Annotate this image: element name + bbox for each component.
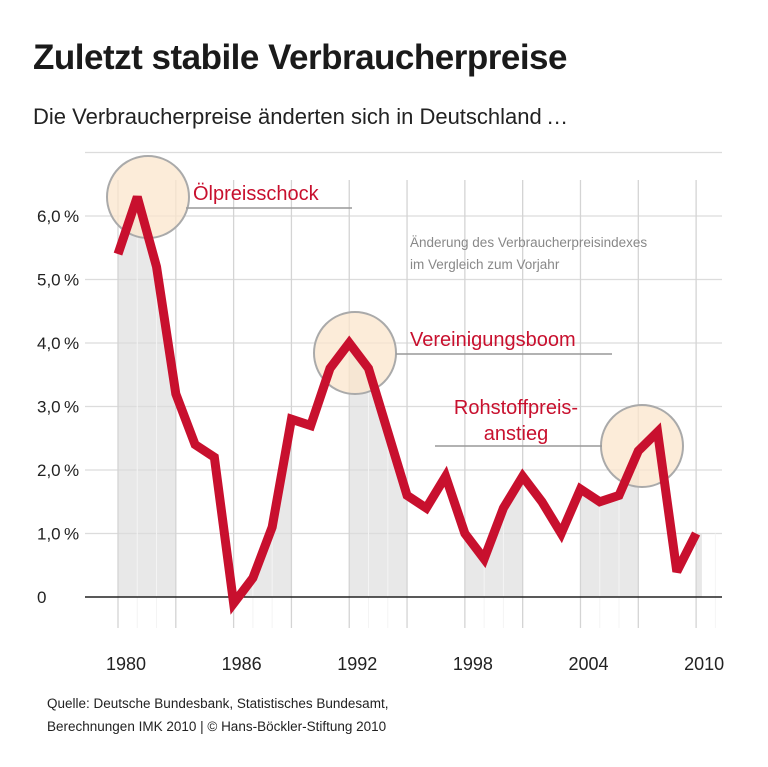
x-tick-label: 2010 xyxy=(684,654,724,674)
annotation-label: anstieg xyxy=(484,423,549,445)
chart-note: im Vergleich zum Vorjahr xyxy=(410,257,560,272)
shaded-period xyxy=(696,533,702,597)
source-line-2: Berechnungen IMK 2010 | © Hans-Böckler-S… xyxy=(47,719,387,734)
y-tick-label: 3,0 % xyxy=(37,398,79,417)
x-tick-label: 1986 xyxy=(222,654,262,674)
annotation-label: Rohstoffpreis- xyxy=(454,397,578,419)
y-tick-label: 4,0 % xyxy=(37,334,79,353)
source-line-1: Quelle: Deutsche Bundesbank, Statistisch… xyxy=(47,696,389,711)
y-tick-label: 2,0 % xyxy=(37,461,79,480)
annotation-label: Vereinigungsboom xyxy=(410,329,576,351)
annotation-label: Ölpreisschock xyxy=(193,183,320,205)
x-tick-label: 1998 xyxy=(453,654,493,674)
y-tick-label: 6,0 % xyxy=(37,207,79,226)
chart-subtitle: Die Verbraucherpreise änderten sich in D… xyxy=(33,104,569,129)
y-tick-label: 0 xyxy=(37,588,46,607)
y-tick-label: 1,0 % xyxy=(37,525,79,544)
x-tick-label: 2004 xyxy=(568,654,608,674)
shaded-period xyxy=(233,419,292,597)
chart-title: Zuletzt stabile Verbraucherpreise xyxy=(33,38,567,77)
chart-note: Änderung des Verbraucherpreisindexes xyxy=(410,235,647,250)
x-tick-label: 1980 xyxy=(106,654,146,674)
x-tick-label: 1992 xyxy=(337,654,377,674)
y-tick-label: 5,0 % xyxy=(37,271,79,290)
shaded-period xyxy=(118,196,176,597)
